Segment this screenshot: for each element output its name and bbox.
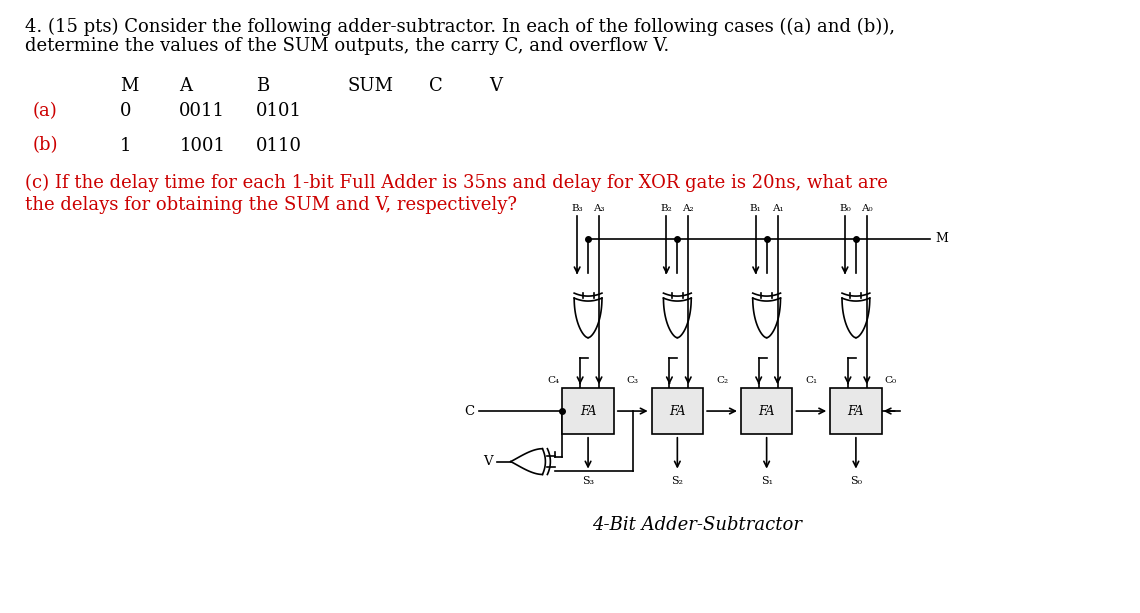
Text: FA: FA (758, 405, 775, 417)
Text: M: M (935, 232, 948, 245)
Text: 0011: 0011 (179, 102, 226, 120)
Text: FA: FA (580, 405, 596, 417)
Text: M: M (120, 77, 138, 95)
Bar (562, 388, 613, 434)
Text: S₀: S₀ (850, 476, 862, 487)
Bar (741, 388, 792, 434)
Text: A₀: A₀ (861, 204, 872, 213)
Text: C₀: C₀ (885, 376, 897, 386)
Text: the delays for obtaining the SUM and V, respectively?: the delays for obtaining the SUM and V, … (25, 196, 516, 214)
Text: FA: FA (669, 405, 685, 417)
Text: A₂: A₂ (683, 204, 694, 213)
Text: S₂: S₂ (671, 476, 683, 487)
Text: 0110: 0110 (255, 137, 302, 154)
Text: C₁: C₁ (805, 376, 817, 386)
Bar (652, 388, 703, 434)
Text: A₃: A₃ (593, 204, 604, 213)
Text: S₁: S₁ (760, 476, 773, 487)
Text: B₂: B₂ (660, 204, 673, 213)
Text: C₄: C₄ (547, 376, 560, 386)
Text: B: B (255, 77, 269, 95)
Text: C: C (464, 405, 474, 417)
Text: B₁: B₁ (750, 204, 762, 213)
Text: 4. (15 pts) Consider the following adder-subtractor. In each of the following ca: 4. (15 pts) Consider the following adder… (25, 18, 895, 36)
Text: SUM: SUM (348, 77, 394, 95)
Text: S₃: S₃ (583, 476, 594, 487)
Bar (830, 388, 881, 434)
Text: V: V (483, 455, 492, 468)
Text: 1001: 1001 (179, 137, 226, 154)
Text: 0101: 0101 (255, 102, 302, 120)
Text: determine the values of the SUM outputs, the carry C, and overflow V.: determine the values of the SUM outputs,… (25, 37, 669, 55)
Text: A₁: A₁ (772, 204, 783, 213)
Text: A: A (179, 77, 193, 95)
Text: B₃: B₃ (571, 204, 583, 213)
Text: C₂: C₂ (716, 376, 728, 386)
Text: 1: 1 (120, 137, 131, 154)
Text: C₃: C₃ (627, 376, 638, 386)
Text: (b): (b) (33, 137, 58, 154)
Text: B₀: B₀ (839, 204, 850, 213)
Text: FA: FA (848, 405, 864, 417)
Text: (a): (a) (33, 102, 57, 120)
Text: (c) If the delay time for each 1-bit Full Adder is 35ns and delay for XOR gate i: (c) If the delay time for each 1-bit Ful… (25, 174, 887, 192)
Text: 0: 0 (120, 102, 131, 120)
Text: C: C (430, 77, 443, 95)
Text: V: V (489, 77, 502, 95)
Text: 4-Bit Adder-Subtractor: 4-Bit Adder-Subtractor (592, 516, 803, 534)
